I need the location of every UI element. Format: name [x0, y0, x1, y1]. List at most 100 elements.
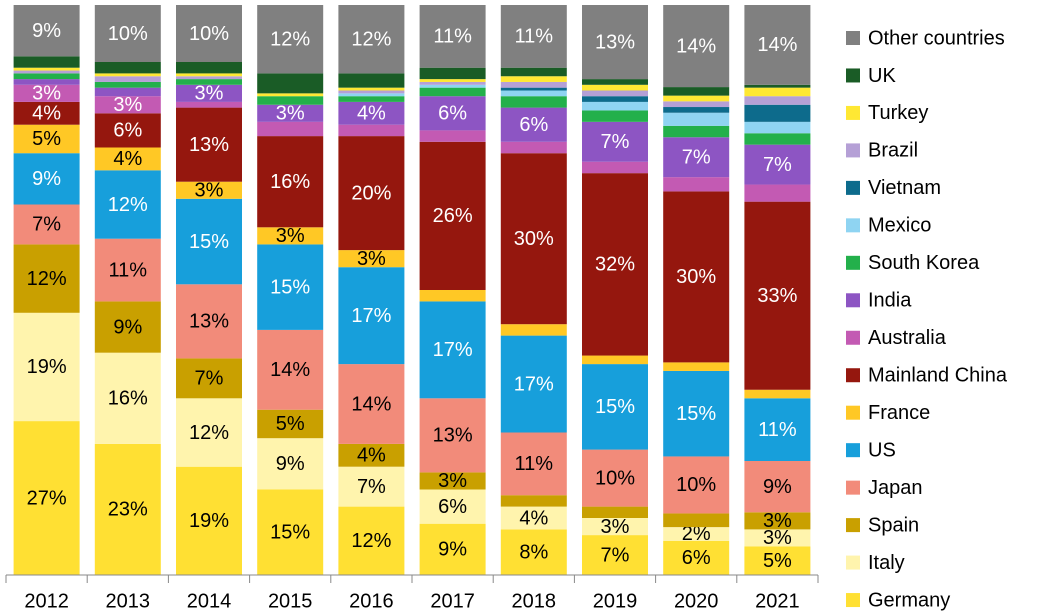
- bar-segment: [500, 81, 567, 88]
- data-label: 7%: [763, 154, 792, 176]
- bar-segment: [338, 96, 405, 102]
- bar-segment: [176, 76, 242, 80]
- data-label: 32%: [595, 254, 635, 276]
- bar-segment: [744, 121, 811, 134]
- data-label: 14%: [757, 34, 797, 56]
- bar-segment: [94, 96, 161, 114]
- data-label: 19%: [189, 510, 229, 532]
- bar-segment: [419, 5, 486, 68]
- data-label: 15%: [676, 403, 716, 425]
- bar-segment: [582, 101, 648, 111]
- data-label: 23%: [108, 499, 148, 521]
- bar-segment: [663, 101, 730, 108]
- bar-segment: [500, 495, 567, 507]
- legend-swatch: [846, 368, 860, 383]
- legend-swatch: [846, 255, 860, 270]
- legend-swatch: [846, 480, 860, 495]
- bar-segment: [94, 76, 161, 82]
- bar-segment: [500, 141, 567, 154]
- bar-segment: [663, 95, 730, 102]
- data-label: 3%: [763, 527, 792, 549]
- legend-label: Spain: [868, 514, 919, 536]
- bar-segment: [663, 137, 730, 178]
- bar-segment: [582, 535, 648, 575]
- bar-segment: [419, 67, 486, 80]
- bar-segment: [500, 432, 567, 496]
- data-label: 6%: [438, 103, 467, 125]
- bar-segment: [13, 67, 80, 71]
- bar-segment: [13, 73, 80, 80]
- data-label: 17%: [514, 373, 554, 395]
- bar-segment: [257, 409, 324, 439]
- bar-segment: [582, 506, 648, 518]
- bar-segment: [582, 5, 648, 80]
- legend-swatch: [846, 218, 860, 233]
- legend-swatch: [846, 555, 860, 570]
- data-label: 5%: [32, 128, 61, 150]
- bar-segment: [582, 161, 648, 174]
- bar-segment: [13, 5, 80, 57]
- x-tick-label: 2018: [512, 590, 557, 612]
- legend-swatch: [846, 143, 860, 158]
- data-label: 3%: [195, 180, 224, 202]
- bar-segment: [582, 79, 648, 85]
- bar-segment: [582, 90, 648, 97]
- bar-segment: [338, 136, 405, 251]
- data-label: 2%: [682, 523, 711, 545]
- bar-segment: [94, 238, 161, 302]
- data-label: 7%: [682, 146, 711, 168]
- legend-swatch: [846, 31, 860, 45]
- bar-segment: [176, 198, 242, 285]
- bar-segment: [582, 449, 648, 507]
- data-label: 10%: [676, 474, 716, 496]
- bar-segment: [744, 512, 811, 530]
- bar-segment: [257, 73, 324, 94]
- bar-segment: [663, 456, 730, 514]
- data-label: 9%: [763, 476, 792, 498]
- bar-segment: [419, 81, 486, 85]
- bar-segment: [257, 93, 324, 97]
- x-tick-label: 2014: [187, 590, 232, 612]
- data-label: 3%: [438, 470, 467, 492]
- data-label: 11%: [758, 419, 797, 441]
- bar-segment: [419, 290, 486, 302]
- bar-segment: [663, 191, 730, 363]
- bar-segment: [663, 112, 730, 126]
- bar-segment: [94, 62, 161, 74]
- data-label: 20%: [351, 182, 391, 204]
- bar-segment: [744, 184, 811, 202]
- data-label: 27%: [27, 487, 67, 509]
- data-label: 11%: [433, 26, 472, 48]
- legend-label: US: [868, 439, 896, 461]
- data-label: 3%: [195, 83, 224, 105]
- data-label: 9%: [32, 20, 61, 42]
- data-label: 16%: [108, 388, 148, 410]
- legend-label: Turkey: [868, 102, 928, 124]
- bar-segment: [176, 73, 242, 77]
- data-label: 4%: [357, 103, 386, 125]
- x-tick-label: 2016: [349, 590, 394, 612]
- bar-segment: [257, 104, 324, 122]
- data-label: 17%: [433, 339, 473, 361]
- bar-segment: [744, 529, 811, 547]
- bar-segment: [94, 81, 161, 88]
- bar-segment: [419, 523, 486, 575]
- data-label: 11%: [515, 26, 554, 48]
- bar-segment: [500, 87, 567, 91]
- bar-segment: [176, 181, 242, 199]
- x-tick-label: 2015: [268, 590, 313, 612]
- legend-swatch: [846, 405, 860, 420]
- data-label: 12%: [351, 530, 391, 552]
- data-label: 13%: [189, 311, 229, 333]
- bar-segment: [338, 506, 405, 575]
- bar-segment: [500, 335, 567, 433]
- data-label: 6%: [113, 120, 142, 142]
- data-label: 7%: [32, 214, 61, 236]
- bar-segment: [13, 124, 80, 154]
- data-label: 3%: [357, 248, 386, 270]
- legend-label: India: [868, 290, 912, 312]
- bar-segment: [744, 461, 811, 513]
- bar-segment: [13, 79, 80, 85]
- bar-segment: [582, 518, 648, 536]
